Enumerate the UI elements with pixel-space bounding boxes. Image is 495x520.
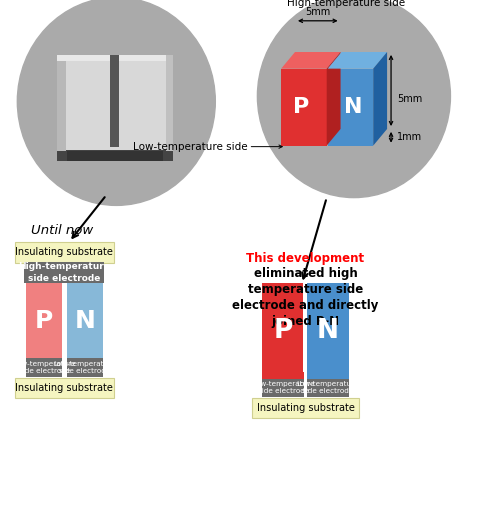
FancyBboxPatch shape [252,398,359,418]
FancyBboxPatch shape [110,55,119,147]
FancyBboxPatch shape [67,151,163,161]
Circle shape [257,0,450,198]
Text: Low-temperature
side electrode: Low-temperature side electrode [297,382,359,394]
Polygon shape [373,52,387,146]
FancyBboxPatch shape [67,283,103,359]
Text: N: N [74,309,96,333]
Text: Until now: Until now [31,224,93,237]
Text: 1mm: 1mm [397,132,422,142]
Text: P: P [35,309,53,333]
Text: P: P [294,97,309,117]
FancyBboxPatch shape [307,379,349,397]
FancyBboxPatch shape [57,55,66,151]
Text: 5mm: 5mm [397,94,422,104]
FancyBboxPatch shape [26,358,62,377]
FancyBboxPatch shape [281,69,327,146]
Polygon shape [281,52,341,69]
Text: Low-temperature side: Low-temperature side [133,141,248,152]
FancyBboxPatch shape [57,150,173,161]
Text: Low-temperature
side electrode: Low-temperature side electrode [53,361,116,374]
FancyBboxPatch shape [303,283,307,372]
Text: N: N [317,318,339,344]
Polygon shape [327,52,341,146]
Text: Insulating substrate: Insulating substrate [257,403,354,413]
Text: P: P [274,318,293,344]
FancyBboxPatch shape [67,358,103,377]
Text: N: N [344,97,362,117]
FancyBboxPatch shape [57,55,173,61]
FancyBboxPatch shape [26,283,62,359]
Text: Insulating substrate: Insulating substrate [15,383,113,393]
Text: Low-temperature
side electrode: Low-temperature side electrode [13,361,76,374]
Text: High-temperature side: High-temperature side [288,0,405,8]
Text: Insulating substrate: Insulating substrate [15,247,113,257]
FancyBboxPatch shape [57,55,173,151]
Text: Low-temperature
side electrode: Low-temperature side electrode [252,382,315,394]
FancyBboxPatch shape [262,283,304,380]
FancyBboxPatch shape [166,55,173,151]
Text: This development: This development [247,252,364,265]
Polygon shape [328,52,387,69]
Text: eliminated high
temperature side
electrode and directly
joined P-N: eliminated high temperature side electro… [232,267,379,328]
FancyBboxPatch shape [328,69,373,146]
FancyBboxPatch shape [15,378,114,398]
FancyBboxPatch shape [24,262,104,283]
Circle shape [17,0,215,205]
FancyBboxPatch shape [307,283,349,380]
FancyBboxPatch shape [262,379,304,397]
Text: High-temperature
side electrode: High-temperature side electrode [18,263,110,282]
Text: 5mm: 5mm [305,7,331,17]
FancyBboxPatch shape [15,242,114,263]
